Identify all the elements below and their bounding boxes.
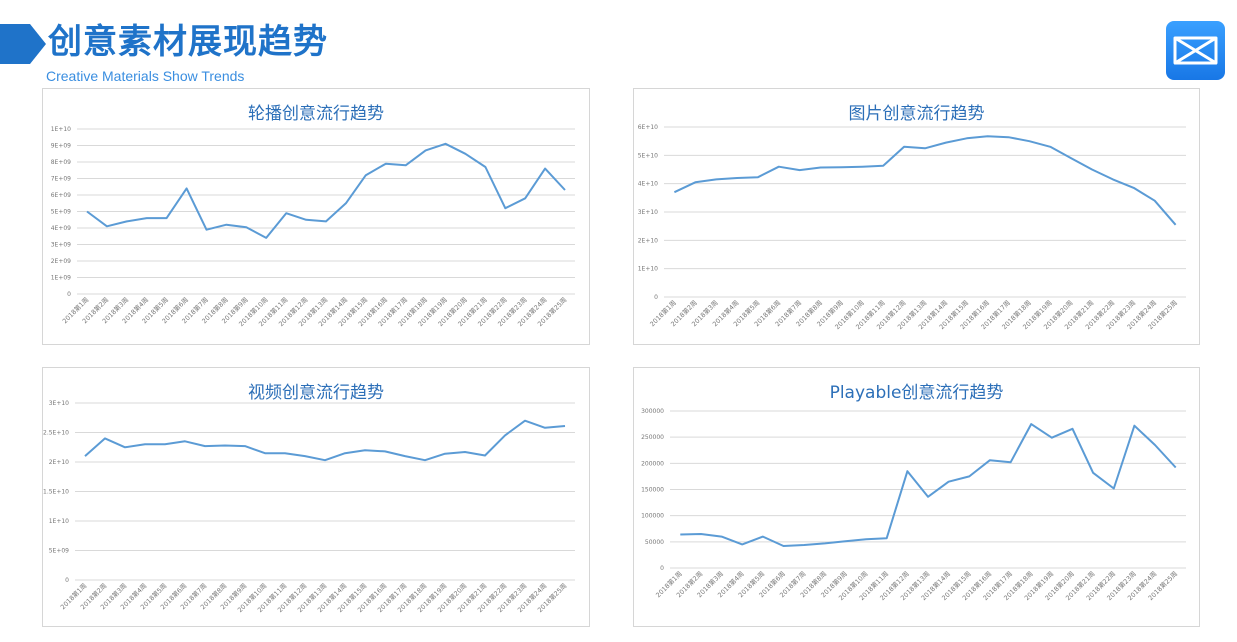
y-tick-label: 0 bbox=[67, 291, 71, 298]
series-line bbox=[86, 142, 566, 239]
y-tick-label: 4E+10 bbox=[638, 181, 658, 188]
page-subtitle: Creative Materials Show Trends bbox=[46, 68, 245, 84]
y-tick-label: 2.5E+10 bbox=[43, 430, 69, 437]
header-accent-arrow bbox=[30, 24, 46, 64]
y-tick-label: 7E+09 bbox=[51, 176, 71, 183]
video-plot: 05E+091E+101.5E+102E+102.5E+103E+102018第… bbox=[43, 400, 575, 614]
y-tick-label: 250000 bbox=[641, 434, 664, 441]
y-tick-label: 1.5E+10 bbox=[43, 489, 69, 496]
y-tick-label: 5E+10 bbox=[638, 152, 658, 159]
bowtie-logo-icon bbox=[1166, 21, 1225, 80]
y-tick-label: 50000 bbox=[645, 539, 664, 546]
y-tick-label: 1E+09 bbox=[51, 275, 71, 282]
carousel-trend-chart: 轮播创意流行趋势 0 1E+09 2E+09 3E+09 4E+09 5E+09 6E+09… bbox=[42, 88, 590, 345]
page-title: 创意素材展现趋势 bbox=[48, 22, 328, 62]
header-accent-bar bbox=[0, 24, 30, 64]
image-trend-chart: 图片创意流行趋势 0 1E+10 2E+10 3E+10 4E+10 5E+10 6E+10… bbox=[633, 88, 1200, 345]
y-tick-label: 200000 bbox=[641, 460, 664, 467]
y-tick-label: 8E+09 bbox=[51, 159, 71, 166]
playable-plot: 0500001000001500002000002500003000002018… bbox=[641, 408, 1186, 602]
y-tick-label: 6E+09 bbox=[51, 192, 71, 199]
y-tick-label: 3E+10 bbox=[49, 400, 69, 407]
video-trend-chart: 视频创意流行趋势 0 5E+09 1E+10 1.5E+10 2E+10 2.5E+10 3… bbox=[42, 367, 590, 627]
y-tick-label: 6E+10 bbox=[638, 124, 658, 131]
chart-title: 轮播创意流行趋势 bbox=[248, 104, 384, 124]
y-tick-label: 150000 bbox=[641, 487, 664, 494]
carousel-plot: 0 1E+09 2E+09 3E+09 4E+09 5E+09 6E+09 7E+09 8E+0… bbox=[51, 126, 575, 328]
y-tick-label: 0 bbox=[660, 565, 664, 572]
y-tick-label: 300000 bbox=[641, 408, 664, 415]
chart-title: 图片创意流行趋势 bbox=[848, 104, 985, 124]
y-tick-label: 5E+09 bbox=[49, 548, 69, 555]
playable-trend-chart: Playable创意流行趋势 0 50000 100000 150000 200000 2… bbox=[633, 367, 1200, 627]
y-tick-label: 1E+10 bbox=[51, 126, 71, 133]
series-line bbox=[680, 423, 1177, 547]
series-line bbox=[84, 419, 566, 462]
y-tick-label: 3E+10 bbox=[638, 209, 658, 216]
y-tick-label: 9E+09 bbox=[51, 143, 71, 150]
chart-title: Playable创意流行趋势 bbox=[829, 383, 1004, 403]
y-tick-label: 3E+09 bbox=[51, 242, 71, 249]
y-tick-label: 2E+10 bbox=[638, 237, 658, 244]
y-tick-label: 1E+10 bbox=[638, 266, 658, 273]
y-tick-label: 100000 bbox=[641, 513, 664, 520]
chart-title: 视频创意流行趋势 bbox=[248, 383, 384, 403]
y-tick-label: 0 bbox=[65, 577, 69, 584]
y-tick-label: 2E+09 bbox=[51, 258, 71, 265]
y-tick-label: 1E+10 bbox=[49, 518, 69, 525]
y-tick-label: 0 bbox=[654, 294, 658, 301]
y-tick-label: 2E+10 bbox=[49, 459, 69, 466]
y-tick-label: 4E+09 bbox=[51, 225, 71, 232]
image-plot: 01E+102E+103E+104E+105E+106E+102018第1周20… bbox=[638, 124, 1186, 331]
y-tick-label: 5E+09 bbox=[51, 209, 71, 216]
